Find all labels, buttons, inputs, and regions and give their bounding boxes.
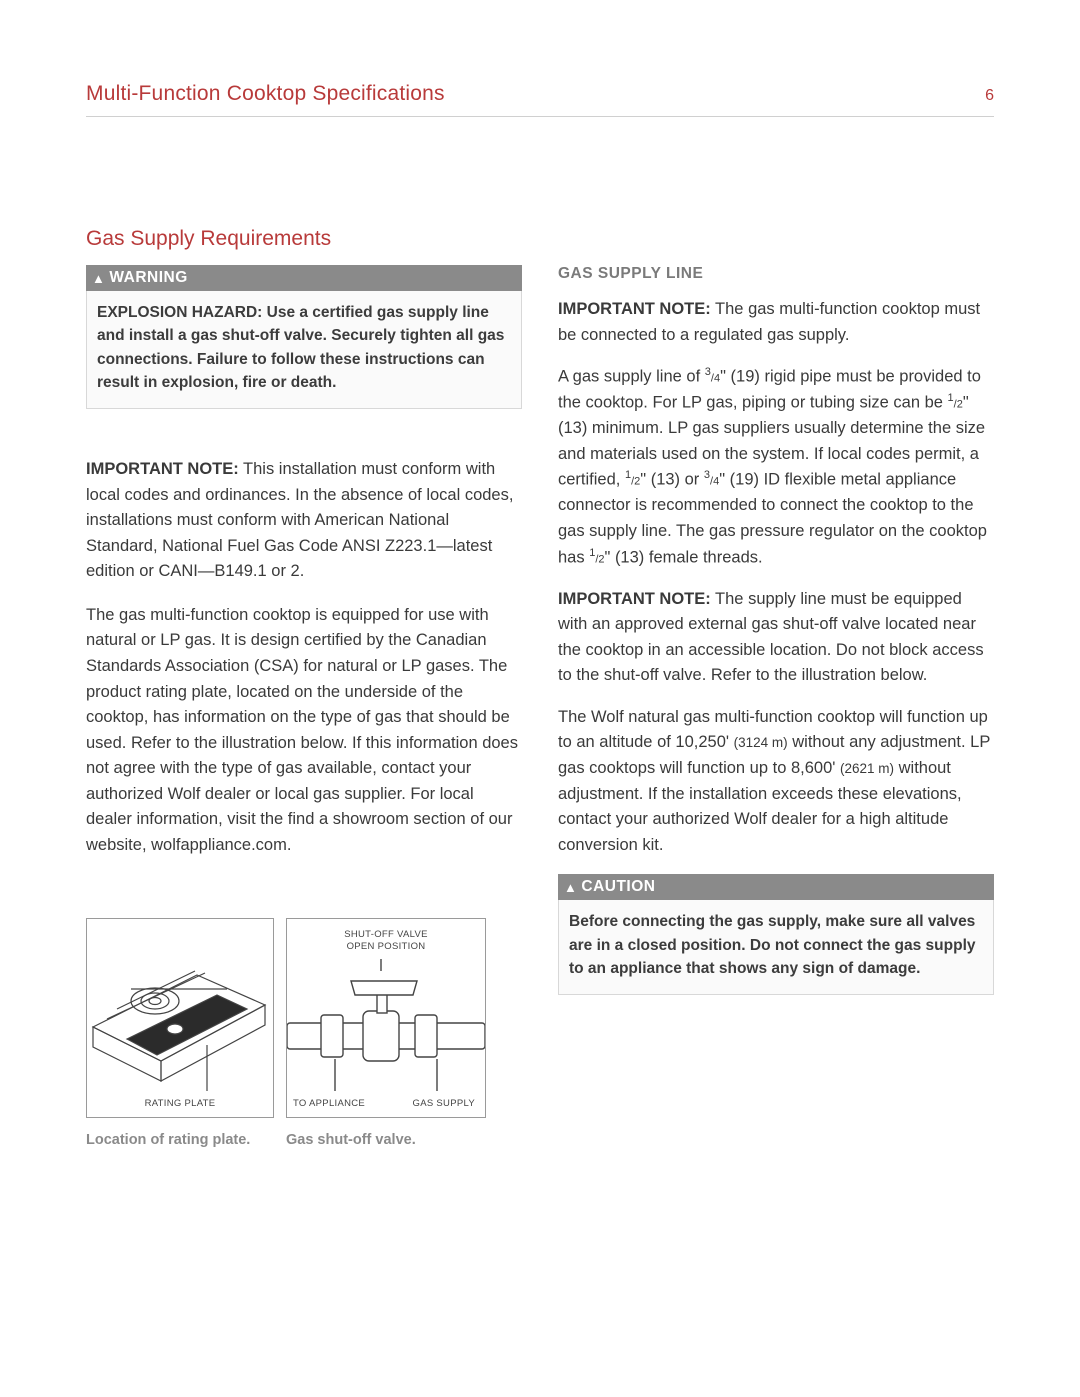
gas-supply-label: GAS SUPPLY (413, 1098, 476, 1110)
figure-rating-plate: RATING PLATE (86, 918, 274, 1118)
left-para-1-text: This installation must conform with loca… (86, 460, 513, 580)
left-para-2: The gas multi-function cooktop is equipp… (86, 603, 522, 859)
p2-a: A gas supply line of (558, 368, 705, 386)
caption-rating-plate: Location of rating plate. (86, 1132, 274, 1148)
page-number: 6 (985, 87, 994, 105)
caution-bar: ▲ CAUTION (558, 874, 994, 900)
right-para-3: IMPORTANT NOTE: The supply line must be … (558, 587, 994, 689)
content-columns: ▲ WARNING EXPLOSION HAZARD: Use a certif… (86, 265, 994, 1148)
p4-m1: (3124 m) (734, 735, 788, 750)
rating-plate-label: RATING PLATE (87, 1098, 273, 1110)
caution-label: CAUTION (581, 878, 655, 896)
figure-shutoff-valve: SHUT-OFF VALVE OPEN POSITION (286, 918, 486, 1118)
warning-body: EXPLOSION HAZARD: Use a certified gas su… (86, 291, 522, 409)
right-para-2: A gas supply line of 3/4" (19) rigid pip… (558, 364, 994, 571)
page-header: Multi-Function Cooktop Specifications 6 (86, 82, 994, 117)
p2-d: " (13) or (640, 471, 704, 489)
right-column: GAS SUPPLY LINE IMPORTANT NOTE: The gas … (558, 265, 994, 1148)
gas-supply-line-heading: GAS SUPPLY LINE (558, 265, 994, 283)
frac3d: /2 (631, 476, 640, 488)
left-para-1: IMPORTANT NOTE: This installation must c… (86, 457, 522, 585)
caution-triangle-icon: ▲ (564, 881, 577, 894)
p2-f: " (13) female threads. (605, 548, 763, 566)
header-title: Multi-Function Cooktop Specifications (86, 82, 445, 106)
caution-box: ▲ CAUTION Before connecting the gas supp… (558, 874, 994, 995)
frac1d: /4 (711, 373, 720, 385)
figures-row: RATING PLATE SHUT-OFF VALVE OPEN POSITIO… (86, 918, 522, 1118)
warning-label: WARNING (109, 269, 187, 287)
warning-bar: ▲ WARNING (86, 265, 522, 291)
frac5d: /2 (595, 553, 604, 565)
warning-triangle-icon: ▲ (92, 272, 105, 285)
warning-box: ▲ WARNING EXPLOSION HAZARD: Use a certif… (86, 265, 522, 409)
caution-body: Before connecting the gas supply, make s… (558, 900, 994, 995)
p4-m2: (2621 m) (840, 761, 894, 776)
figure-captions: Location of rating plate. Gas shut-off v… (86, 1132, 522, 1148)
frac2d: /2 (954, 399, 963, 411)
caption-shutoff-valve: Gas shut-off valve. (286, 1132, 486, 1148)
frac4d: /4 (710, 476, 719, 488)
right-para-4: The Wolf natural gas multi-function cook… (558, 705, 994, 858)
right-para-1: IMPORTANT NOTE: The gas multi-function c… (558, 297, 994, 348)
important-note-label: IMPORTANT NOTE: (86, 460, 239, 478)
valve-open-label: SHUT-OFF VALVE OPEN POSITION (287, 929, 485, 953)
left-column: ▲ WARNING EXPLOSION HAZARD: Use a certif… (86, 265, 522, 1148)
section-title: Gas Supply Requirements (86, 227, 994, 251)
important-note-label-2: IMPORTANT NOTE: (558, 300, 711, 318)
rating-plate-illustration-icon (87, 919, 273, 1117)
important-note-label-3: IMPORTANT NOTE: (558, 590, 711, 608)
to-appliance-label: TO APPLIANCE (293, 1098, 365, 1110)
